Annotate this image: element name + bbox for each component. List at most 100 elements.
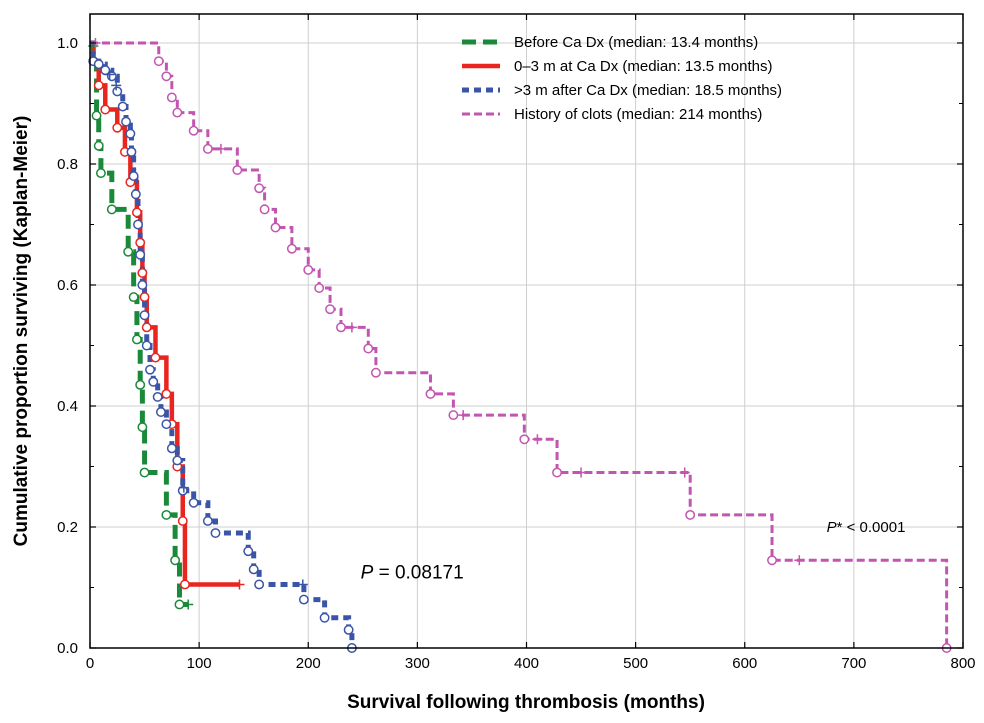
event-marker — [177, 485, 188, 496]
event-marker — [153, 56, 164, 67]
event-marker — [243, 546, 254, 557]
series-markers-before — [88, 41, 194, 610]
series-line-after — [90, 40, 355, 648]
y-tick-label: 1.0 — [57, 35, 78, 52]
event-marker — [93, 59, 104, 70]
event-marker — [161, 509, 172, 520]
x-tick-label: 700 — [841, 655, 866, 672]
event-marker — [135, 237, 146, 248]
event-marker — [106, 71, 117, 82]
event-marker — [685, 509, 696, 520]
event-marker — [254, 183, 265, 194]
p-value-left: P = 0.08171 — [361, 562, 464, 583]
event-marker — [166, 92, 177, 103]
event-marker — [131, 207, 142, 218]
event-marker — [135, 249, 146, 260]
event-marker — [125, 128, 136, 139]
event-marker — [139, 467, 150, 478]
markers-layer — [88, 38, 952, 653]
event-marker — [425, 388, 436, 399]
event-marker — [210, 528, 221, 538]
event-marker — [121, 116, 131, 127]
event-marker — [123, 246, 134, 257]
event-marker — [448, 410, 459, 421]
event-marker — [148, 376, 159, 387]
event-marker — [179, 579, 190, 590]
y-tick-label: 0.2 — [57, 519, 78, 536]
event-marker — [155, 407, 166, 417]
y-tick-label: 0.6 — [57, 277, 78, 294]
censor-marker — [215, 143, 226, 154]
y-tick-labels: 0.0 0.2 0.4 0.6 0.8 1.0 — [57, 35, 78, 657]
axis-ticks — [89, 14, 964, 649]
event-marker — [145, 364, 155, 375]
event-marker — [202, 143, 213, 154]
series-markers-after — [88, 56, 357, 653]
legend-label-history: History of clots (median: 214 months) — [514, 106, 762, 123]
event-marker — [126, 146, 137, 157]
legend-label-at: 0–3 m at Ca Dx (median: 13.5 months) — [514, 58, 772, 75]
event-marker — [298, 594, 309, 605]
event-marker — [232, 165, 243, 176]
censor-marker — [234, 579, 245, 590]
event-marker — [336, 322, 346, 333]
event-marker — [303, 264, 314, 275]
event-marker — [112, 122, 123, 133]
event-marker — [166, 443, 177, 454]
event-marker — [91, 110, 102, 121]
event-marker — [139, 310, 150, 321]
legend-label-before: Before Ca Dx (median: 13.4 months) — [514, 34, 758, 51]
y-tick-label: 0.0 — [57, 640, 78, 657]
event-marker — [128, 292, 139, 303]
x-tick-label: 100 — [187, 655, 212, 672]
event-marker — [202, 516, 213, 526]
legend: Before Ca Dx (median: 13.4 months) 0–3 m … — [462, 34, 782, 123]
event-marker — [106, 204, 117, 215]
event-marker — [314, 283, 325, 293]
event-marker — [343, 624, 354, 635]
event-marker — [170, 555, 181, 566]
event-marker — [248, 564, 259, 575]
series-markers-at — [88, 56, 245, 590]
event-marker — [135, 379, 146, 390]
event-marker — [270, 222, 281, 233]
censor-marker — [183, 599, 194, 610]
event-marker — [161, 388, 172, 399]
event-marker — [137, 267, 148, 278]
event-marker — [325, 304, 336, 315]
event-marker — [254, 579, 265, 590]
event-marker — [552, 467, 563, 478]
y-tick-label: 0.4 — [57, 398, 78, 415]
x-tick-label: 200 — [296, 655, 321, 672]
event-marker — [137, 280, 148, 290]
event-marker — [188, 497, 199, 508]
grid-lines — [90, 14, 963, 648]
event-marker — [139, 292, 150, 303]
p-value-right: P* < 0.0001 — [827, 519, 906, 536]
event-marker — [112, 86, 123, 97]
event-marker — [319, 612, 330, 623]
event-marker — [93, 140, 104, 151]
x-tick-label: 500 — [623, 655, 648, 672]
x-tick-label: 800 — [950, 655, 975, 672]
event-marker — [131, 334, 142, 345]
event-marker — [141, 340, 152, 351]
event-marker — [152, 391, 163, 402]
event-marker — [174, 599, 185, 610]
event-marker — [128, 171, 139, 182]
censor-marker — [104, 69, 115, 80]
event-marker — [177, 516, 188, 526]
event-marker — [100, 104, 111, 115]
censor-marker — [576, 467, 587, 478]
event-marker — [117, 101, 128, 112]
x-tick-label: 600 — [732, 655, 757, 672]
event-marker — [172, 455, 183, 466]
censor-marker — [111, 80, 122, 91]
censor-marker — [178, 482, 189, 493]
censor-marker — [679, 467, 690, 478]
event-marker — [519, 434, 530, 445]
event-marker — [141, 322, 152, 333]
censor-marker — [458, 410, 469, 421]
event-marker — [172, 107, 183, 118]
